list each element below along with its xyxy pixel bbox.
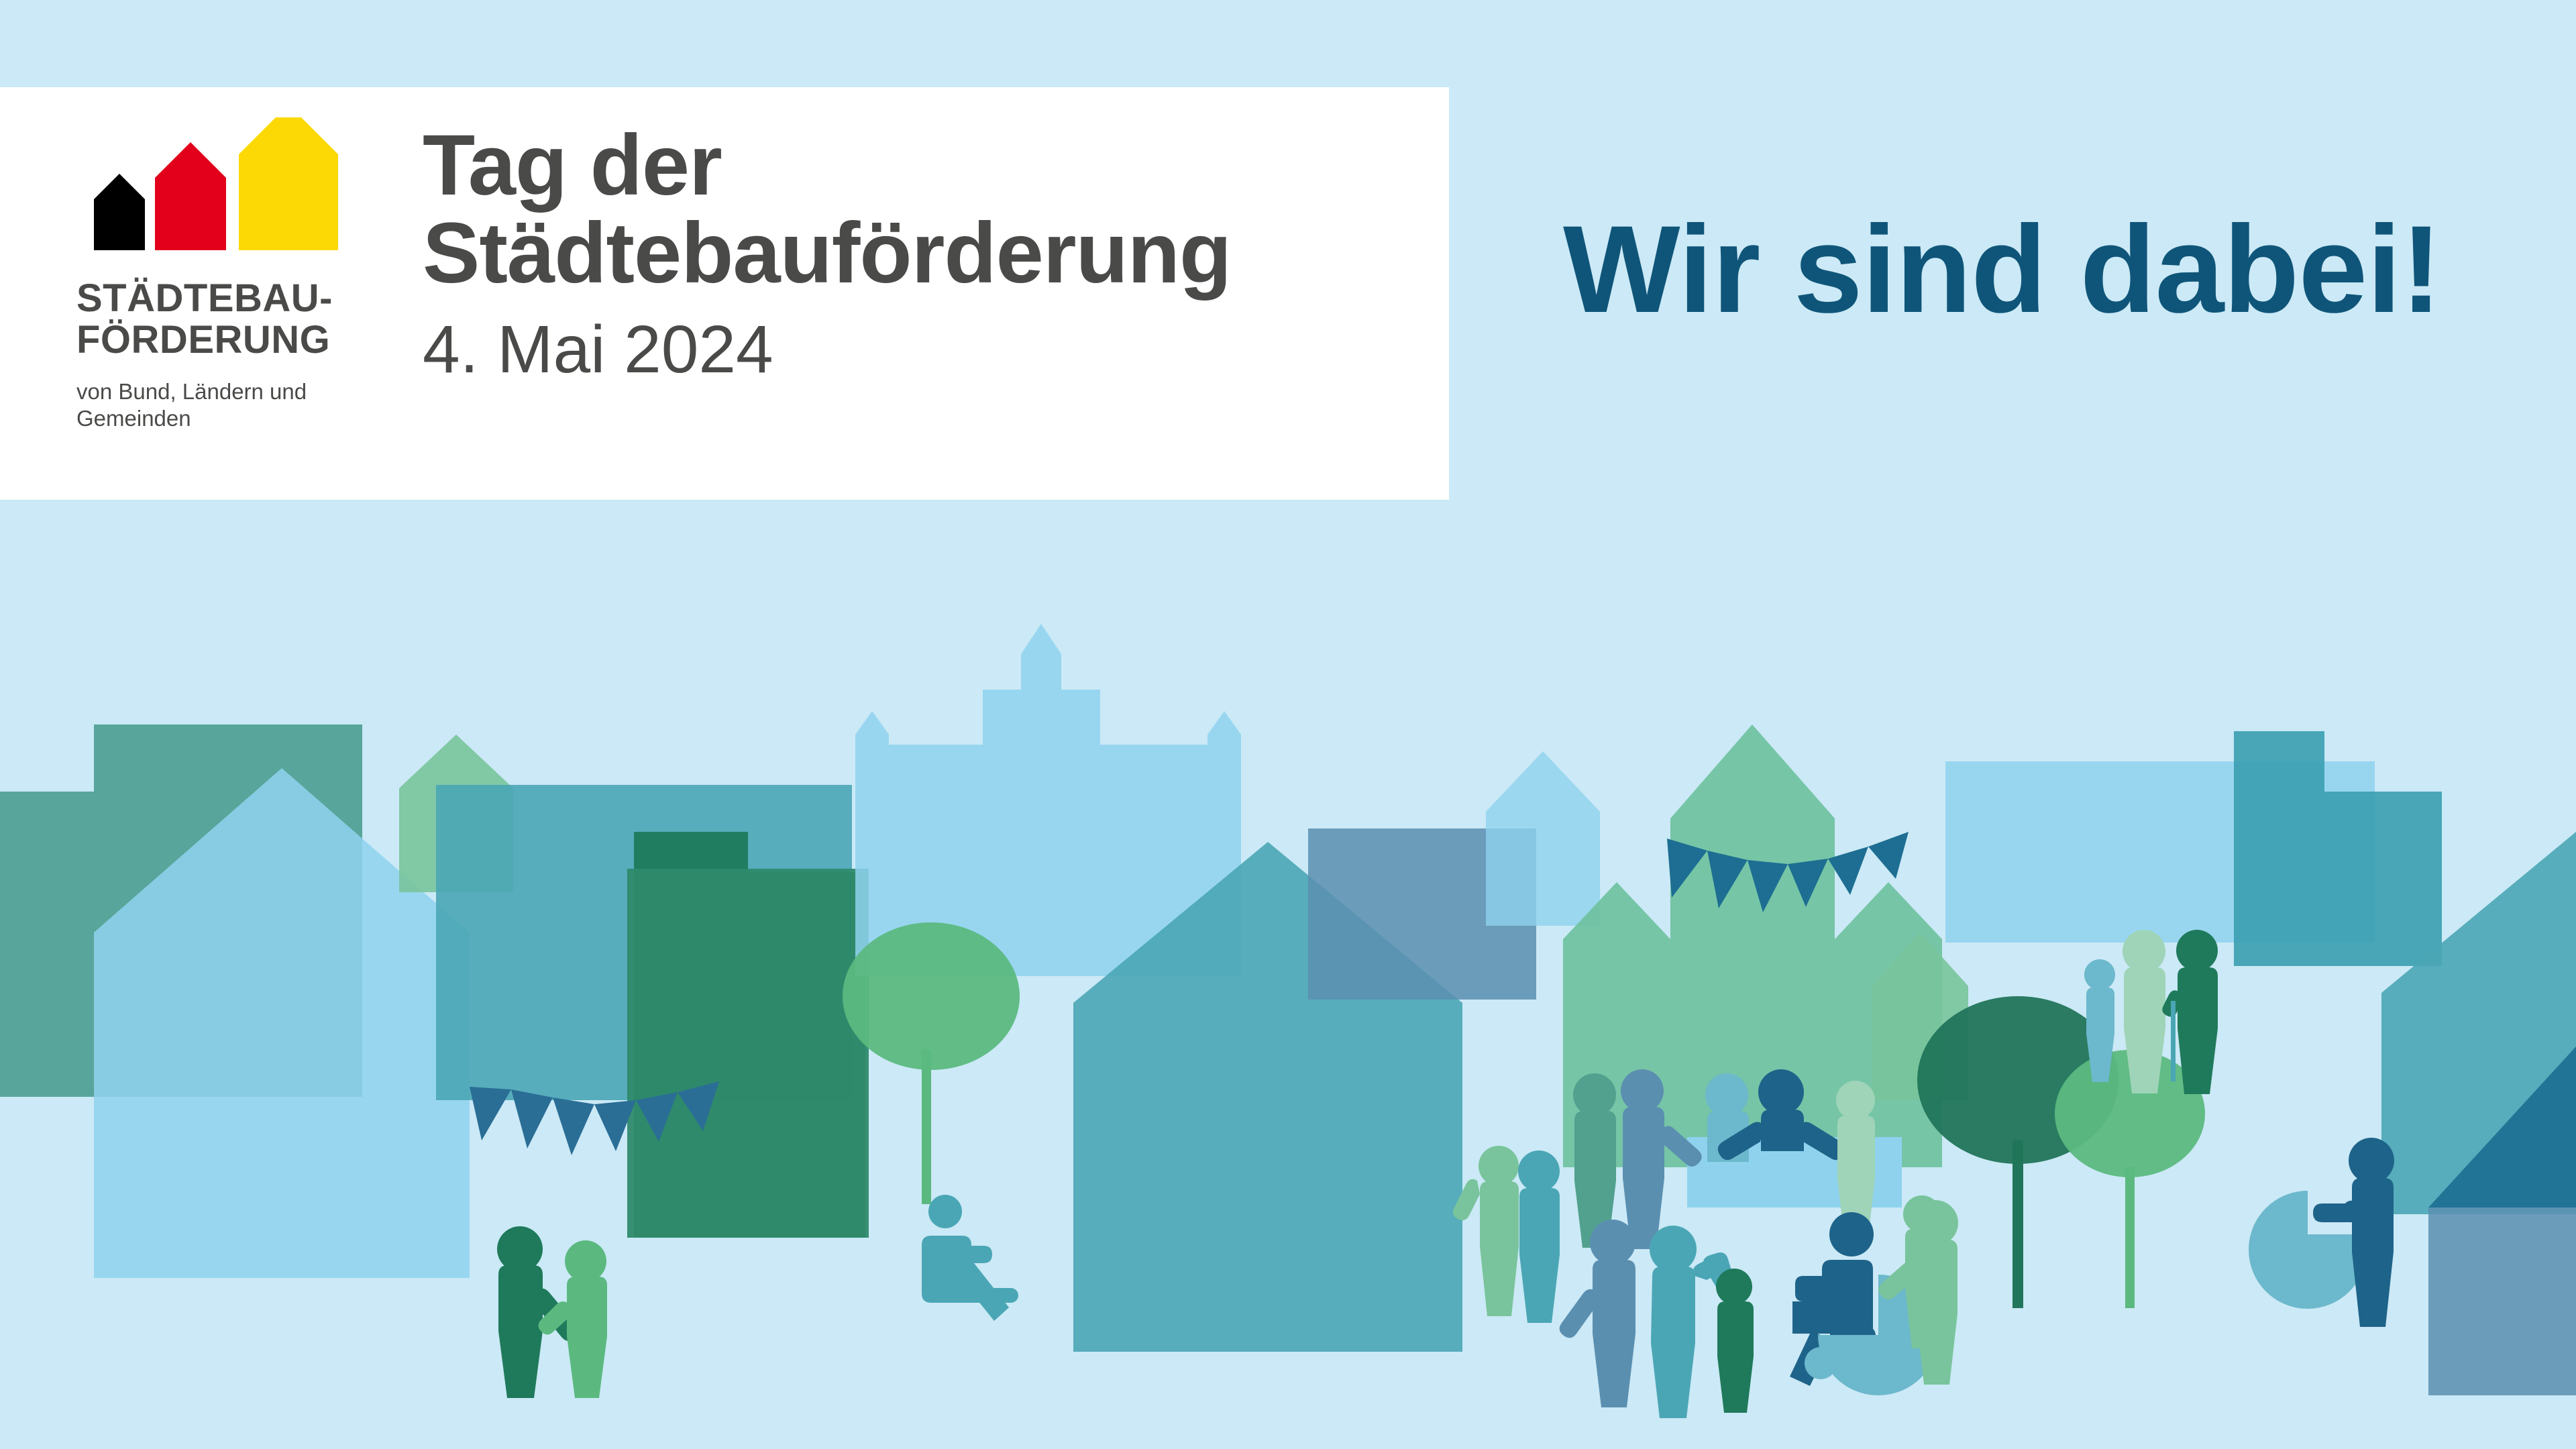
figure-waving-teal <box>1518 1150 1560 1323</box>
figure-small-light-blue <box>2084 959 2115 1082</box>
figure-pale-green-adult <box>2123 930 2165 1093</box>
event-banner: STÄDTEBAU- FÖRDERUNG von Bund, Ländern u… <box>0 87 1449 500</box>
roof-deep-blue-far-right <box>2428 1046 2576 1208</box>
building-block-dark-green-2 <box>627 869 869 1238</box>
building-castle-light-blue <box>855 624 1241 976</box>
event-date: 4. Mai 2024 <box>423 312 773 388</box>
staedtebaufoerderung-logo: STÄDTEBAU- FÖRDERUNG von Bund, Ländern u… <box>0 87 362 433</box>
figure-child-greeting <box>538 1240 607 1398</box>
bunting-market-hall <box>1667 832 1909 912</box>
figure-waving-green <box>1452 1146 1519 1316</box>
figure-parent-with-stroller <box>2313 1138 2394 1327</box>
person-sitting-under-tree <box>922 1195 1018 1321</box>
logo-wordmark: STÄDTEBAU- FÖRDERUNG <box>76 276 333 362</box>
figure-small-green-left <box>1903 1195 1941 1348</box>
building-block-teal-right <box>2234 731 2442 966</box>
figure-crowd-steel-blue <box>1559 1220 1635 1407</box>
figure-crowd-child-green <box>1716 1269 1754 1413</box>
three-houses-logo-icon <box>75 117 364 255</box>
figure-stall-navy-vendor <box>1717 1069 1846 1161</box>
figure-green-with-cane <box>2162 930 2218 1094</box>
house-light-blue-small <box>1486 751 1600 926</box>
banner-text-block: Tag der Städtebauförderung 4. Mai 2024 <box>362 87 1232 388</box>
figure-crowd-teal-waving <box>1650 1226 1737 1418</box>
building-block-steel-blue-right <box>2428 1208 2576 1395</box>
house-light-blue-large <box>94 768 470 1278</box>
market-hall-green <box>1563 724 1942 1167</box>
event-title: Tag der Städtebauförderung <box>423 117 1232 301</box>
figure-stall-steel-blue <box>1621 1069 1702 1249</box>
bunting-left <box>470 1081 719 1155</box>
claim-headline: Wir sind dabei! <box>1563 201 2442 339</box>
figure-stall-teal-green <box>1573 1073 1616 1248</box>
tree-round-left <box>843 922 1020 1204</box>
logo-subline: von Bund, Ländern und Gemeinden <box>76 379 307 431</box>
figure-stall-pale-green <box>1836 1081 1875 1242</box>
